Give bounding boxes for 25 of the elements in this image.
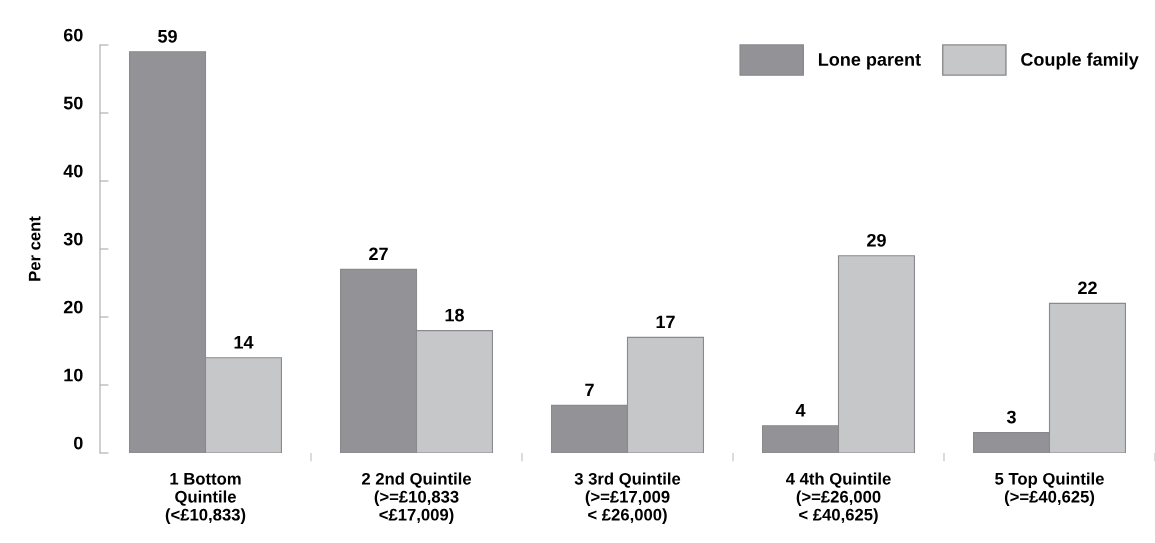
x-tick-label: 2 2nd Quintile (>=£10,833 <£17,009) bbox=[361, 472, 472, 524]
y-axis-title: Per cent bbox=[28, 216, 41, 281]
data-label: 59 bbox=[158, 29, 177, 43]
y-tick-label: 10 bbox=[64, 368, 83, 382]
y-tick-label: 40 bbox=[63, 164, 83, 178]
y-tick-label: 0 bbox=[74, 436, 83, 450]
legend-label: Lone parent bbox=[818, 53, 921, 70]
data-label: 22 bbox=[1078, 281, 1097, 295]
data-label: 4 bbox=[795, 404, 806, 417]
x-tick-label: 3 3rd Quintile (>=£17,009 < £26,000) bbox=[574, 472, 681, 524]
data-label: 17 bbox=[656, 315, 675, 329]
data-label: 14 bbox=[234, 336, 254, 349]
data-label: 29 bbox=[867, 233, 886, 247]
y-tick-label: 30 bbox=[63, 232, 83, 246]
x-tick-label: 1 Bottom Quintile (<£10,833) bbox=[165, 473, 246, 524]
y-tick-label: 20 bbox=[63, 300, 83, 314]
data-label: 7 bbox=[585, 383, 594, 397]
data-label: 18 bbox=[445, 308, 464, 322]
x-tick-label: 4 4th Quintile (>=£26,000 < £40,625) bbox=[785, 472, 891, 524]
x-tick-label: 5 Top Quintile (>=£40,625) bbox=[995, 472, 1104, 506]
data-label: 27 bbox=[369, 247, 388, 261]
y-tick-label: 50 bbox=[63, 96, 83, 110]
data-label: 3 bbox=[1006, 410, 1016, 424]
legend-label: Couple family bbox=[1021, 52, 1139, 70]
y-tick-label: 60 bbox=[63, 28, 83, 42]
